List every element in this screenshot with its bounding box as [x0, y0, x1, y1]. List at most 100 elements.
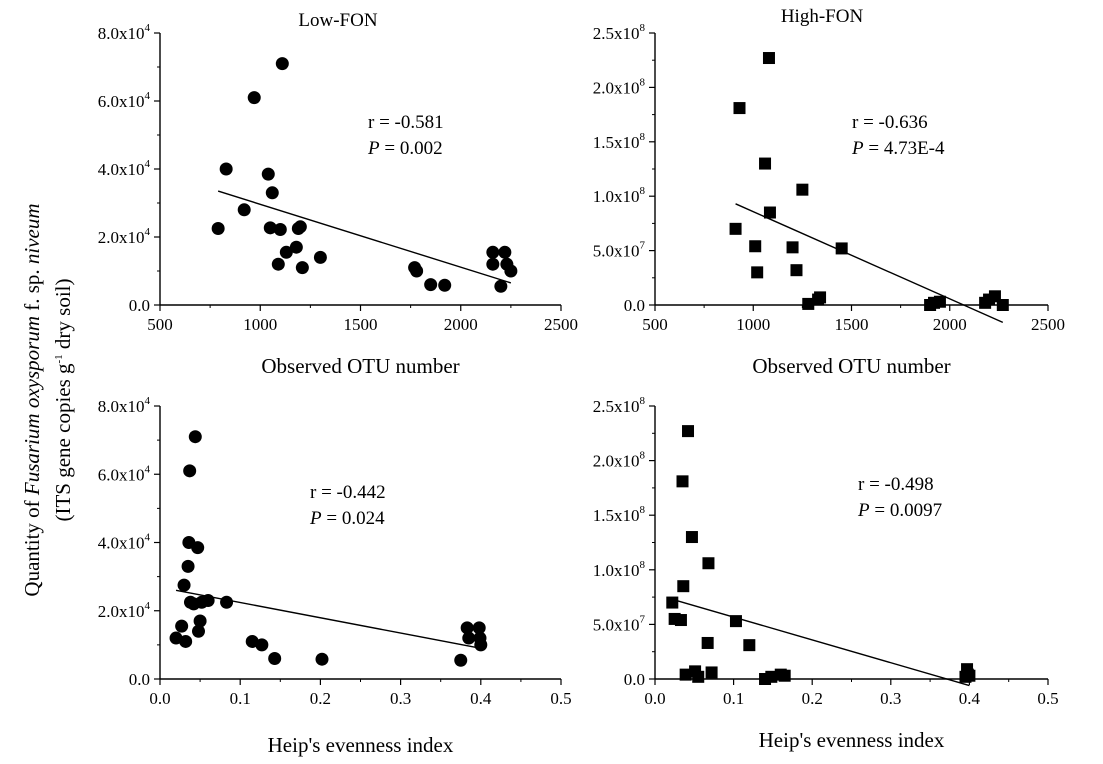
- data-point: [790, 264, 803, 277]
- correlation-r: r = -0.581: [368, 112, 444, 133]
- data-point: [247, 91, 261, 105]
- data-point: [191, 624, 205, 638]
- y-tick-label: 1.0x108: [593, 185, 646, 206]
- data-point: [474, 638, 488, 652]
- x-tick-label: 0.4: [959, 689, 981, 708]
- regression-line: [672, 598, 970, 687]
- data-point: [263, 221, 277, 235]
- data-point: [237, 203, 251, 217]
- data-point: [666, 596, 679, 609]
- data-point: [835, 242, 848, 255]
- data-point: [188, 430, 202, 444]
- y-tick-label: 1.0x108: [593, 559, 646, 580]
- data-point: [181, 559, 195, 573]
- y-tick-label: 2.0x104: [98, 226, 151, 247]
- data-point: [175, 619, 189, 633]
- x-tick-label: 0.0: [149, 689, 170, 708]
- x-tick-label: 0.2: [310, 689, 331, 708]
- panel-4: 0.0 0.1 0.2 0.3 0.4 0.5 0.0 5.0x107 1.0x108 1.5x1…: [593, 395, 1059, 752]
- data-point: [289, 240, 303, 254]
- data-point: [677, 580, 690, 593]
- y-tick-label: 8.0x104: [98, 395, 151, 416]
- data-point: [996, 299, 1009, 311]
- data-point: [454, 653, 468, 667]
- data-point: [749, 240, 762, 253]
- data-point: [759, 157, 772, 170]
- x-tick-label: 1500: [344, 315, 378, 334]
- x-tick-label: 2000: [933, 315, 967, 334]
- y-tick-label: 1.5x108: [593, 131, 646, 152]
- data-point: [183, 464, 197, 478]
- y-tick-label: 5.0x107: [593, 613, 646, 634]
- data-point: [191, 541, 205, 555]
- data-point: [743, 639, 756, 652]
- x-axis-title: Observed OTU number: [261, 354, 459, 378]
- data-point: [261, 167, 275, 181]
- data-point: [273, 223, 287, 237]
- x-tick-label: 1000: [736, 315, 770, 334]
- x-tick-label: 2500: [544, 315, 578, 334]
- y-tick-label: 1.5x108: [593, 504, 646, 525]
- data-point: [702, 557, 715, 570]
- x-tick-label: 0.1: [230, 689, 251, 708]
- y-tick-label: 6.0x104: [98, 90, 151, 111]
- data-point: [701, 636, 714, 649]
- x-tick-label: 2500: [1031, 315, 1065, 334]
- data-point: [733, 102, 746, 115]
- x-tick-label: 0.4: [470, 689, 492, 708]
- data-point: [265, 186, 279, 200]
- p-value: P = 4.73E-4: [851, 138, 945, 159]
- x-tick-label: 0.1: [723, 689, 744, 708]
- data-point: [765, 670, 778, 683]
- data-point: [762, 52, 775, 65]
- data-point: [268, 652, 282, 666]
- data-point: [220, 595, 234, 609]
- data-point: [313, 250, 327, 264]
- x-tick-label: 0.3: [390, 689, 411, 708]
- data-point: [295, 261, 309, 275]
- x-tick-label: 0.2: [802, 689, 823, 708]
- x-tick-label: 0.5: [1037, 689, 1058, 708]
- data-point: [410, 264, 424, 278]
- data-point: [201, 594, 215, 608]
- data-point: [460, 621, 474, 635]
- y-tick-label: 2.0x108: [593, 450, 646, 471]
- x-tick-label: 1000: [243, 315, 277, 334]
- x-tick-label: 0.0: [644, 689, 665, 708]
- data-point: [424, 278, 438, 292]
- data-point: [674, 614, 687, 627]
- data-point: [729, 222, 742, 235]
- y-tick-label: 0.0: [129, 296, 150, 315]
- data-point: [315, 652, 329, 666]
- data-point: [255, 638, 269, 652]
- data-point: [778, 669, 791, 682]
- x-tick-label: 1500: [835, 315, 869, 334]
- y-tick-label: 5.0x107: [593, 240, 646, 261]
- data-point: [796, 183, 809, 196]
- data-point: [676, 475, 689, 488]
- data-point: [486, 257, 500, 271]
- data-point: [275, 57, 289, 71]
- data-point: [679, 668, 692, 681]
- data-point: [504, 264, 518, 278]
- p-value: P = 0.002: [367, 138, 443, 159]
- data-point: [763, 206, 776, 219]
- y-tick-label: 2.5x108: [593, 395, 646, 416]
- panel-title: High-FON: [781, 6, 864, 27]
- data-point: [494, 279, 508, 293]
- y-tick-label: 0.0: [624, 296, 645, 315]
- y-tick-label: 2.5x108: [593, 22, 646, 43]
- data-point: [729, 615, 742, 628]
- data-point: [682, 425, 695, 438]
- x-axis-title: Heip's evenness index: [759, 728, 945, 752]
- x-axis-title: Heip's evenness index: [268, 733, 454, 757]
- p-value: P = 0.024: [309, 508, 385, 529]
- y-tick-label: 2.0x104: [98, 600, 151, 621]
- correlation-r: r = -0.636: [852, 112, 928, 133]
- y-tick-label: 8.0x104: [98, 22, 151, 43]
- y-tick-label: 2.0x108: [593, 76, 646, 97]
- y-tick-label: 6.0x104: [98, 463, 151, 484]
- data-point: [786, 241, 799, 254]
- data-point: [271, 257, 285, 271]
